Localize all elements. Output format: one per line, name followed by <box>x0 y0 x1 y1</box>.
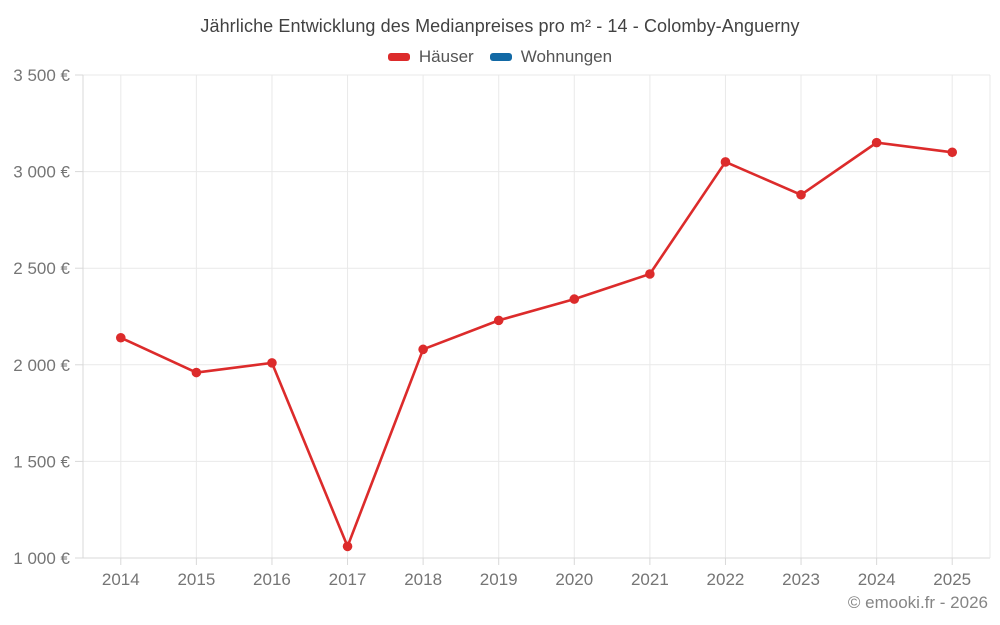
chart-title: Jährliche Entwicklung des Medianpreises … <box>200 16 800 36</box>
legend-label-hauser: Häuser <box>418 47 474 66</box>
footer-credit: © emooki.fr - 2026 <box>847 593 988 612</box>
x-axis-label: 2019 <box>480 570 518 589</box>
hauser-swatch-icon <box>387 53 410 61</box>
wohnungen-swatch-icon <box>489 53 512 61</box>
legend-item-wohnungen[interactable]: Wohnungen <box>489 47 613 67</box>
data-point-2016[interactable] <box>267 358 277 368</box>
legend-label-wohnungen: Wohnungen <box>520 47 613 66</box>
y-axis-label: 2 500 € <box>13 259 70 278</box>
data-point-2020[interactable] <box>569 294 580 304</box>
data-point-2018[interactable] <box>418 344 428 355</box>
x-axis-label: 2023 <box>782 570 820 589</box>
data-point-2022[interactable] <box>720 157 731 167</box>
x-axis-label: 2025 <box>933 570 971 589</box>
x-axis-label: 2016 <box>253 570 291 589</box>
y-axis-label: 1 500 € <box>13 452 70 471</box>
x-axis-label: 2022 <box>707 570 745 589</box>
y-axis-label: 3 000 € <box>13 163 70 182</box>
data-point-2021[interactable] <box>645 269 655 279</box>
x-axis-label: 2018 <box>404 570 442 589</box>
data-point-2017[interactable] <box>342 541 353 552</box>
data-point-2025[interactable] <box>947 147 958 158</box>
series-line-häuser <box>119 141 954 548</box>
x-axis-label: 2015 <box>177 570 215 589</box>
chart-legend: Häuser Wohnungen <box>0 47 1000 67</box>
data-point-2019[interactable] <box>493 315 504 326</box>
x-axis-label: 2017 <box>329 570 367 589</box>
data-point-2024[interactable] <box>871 137 882 148</box>
y-axis-label: 3 500 € <box>13 66 70 85</box>
x-axis-label: 2020 <box>555 570 593 589</box>
y-axis-label: 2 000 € <box>13 356 70 375</box>
x-axis-label: 2024 <box>858 570 896 589</box>
data-point-2015[interactable] <box>191 367 202 378</box>
data-point-2014[interactable] <box>115 332 126 343</box>
legend-item-hauser[interactable]: Häuser <box>387 47 474 67</box>
x-axis-label: 2014 <box>102 570 140 589</box>
data-point-2023[interactable] <box>796 189 806 200</box>
y-axis-label: 1 000 € <box>13 549 70 568</box>
x-axis-label: 2021 <box>631 570 669 589</box>
